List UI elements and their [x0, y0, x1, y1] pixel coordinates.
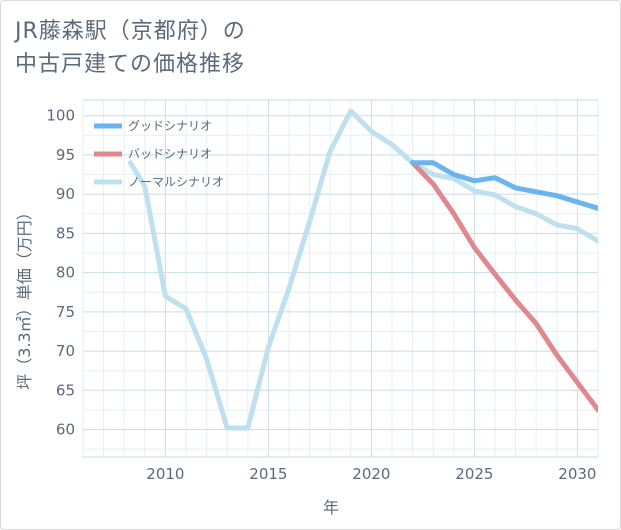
x-axis-label: 年 [323, 498, 339, 517]
chart-title-line-2: 中古戸建ての価格推移 [15, 52, 246, 77]
chart-title-line-1: JR藤森駅（京都府）の [15, 19, 246, 44]
x-tick-label: 2025 [455, 465, 493, 483]
y-tick-label: 80 [56, 264, 75, 282]
legend-label: ノーマルシナリオ [128, 175, 224, 189]
y-tick-label: 65 [56, 381, 75, 399]
plot-area [82, 99, 599, 458]
grid [82, 99, 599, 458]
legend-label: グッドシナリオ [128, 119, 212, 133]
series-line-0 [410, 160, 598, 211]
y-tick-label: 100 [46, 107, 75, 125]
y-tick-label: 85 [56, 224, 75, 242]
x-tick-label: 2030 [558, 465, 596, 483]
y-tick-label: 70 [56, 342, 75, 360]
series-lines [127, 108, 598, 431]
tick-labels: 2010 2015 2020 2025 2030 60 65 70 75 80 85 90 95 100 [46, 107, 596, 483]
y-tick-label: 60 [56, 421, 75, 439]
y-axis-label: 坪（3.3㎡）単価（万円） [15, 204, 34, 389]
x-tick-label: 2010 [146, 465, 184, 483]
chart-title: JR藤森駅（京都府）の 中古戸建ての価格推移 [15, 15, 605, 81]
x-tick-label: 2020 [352, 465, 390, 483]
series-line-1 [410, 160, 598, 413]
series-line-2 [127, 108, 598, 431]
y-tick-label: 75 [56, 303, 75, 321]
y-tick-label: 95 [56, 146, 75, 164]
x-tick-label: 2015 [249, 465, 287, 483]
y-tick-label: 90 [56, 185, 75, 203]
legend-label: バッドシナリオ [128, 147, 212, 161]
